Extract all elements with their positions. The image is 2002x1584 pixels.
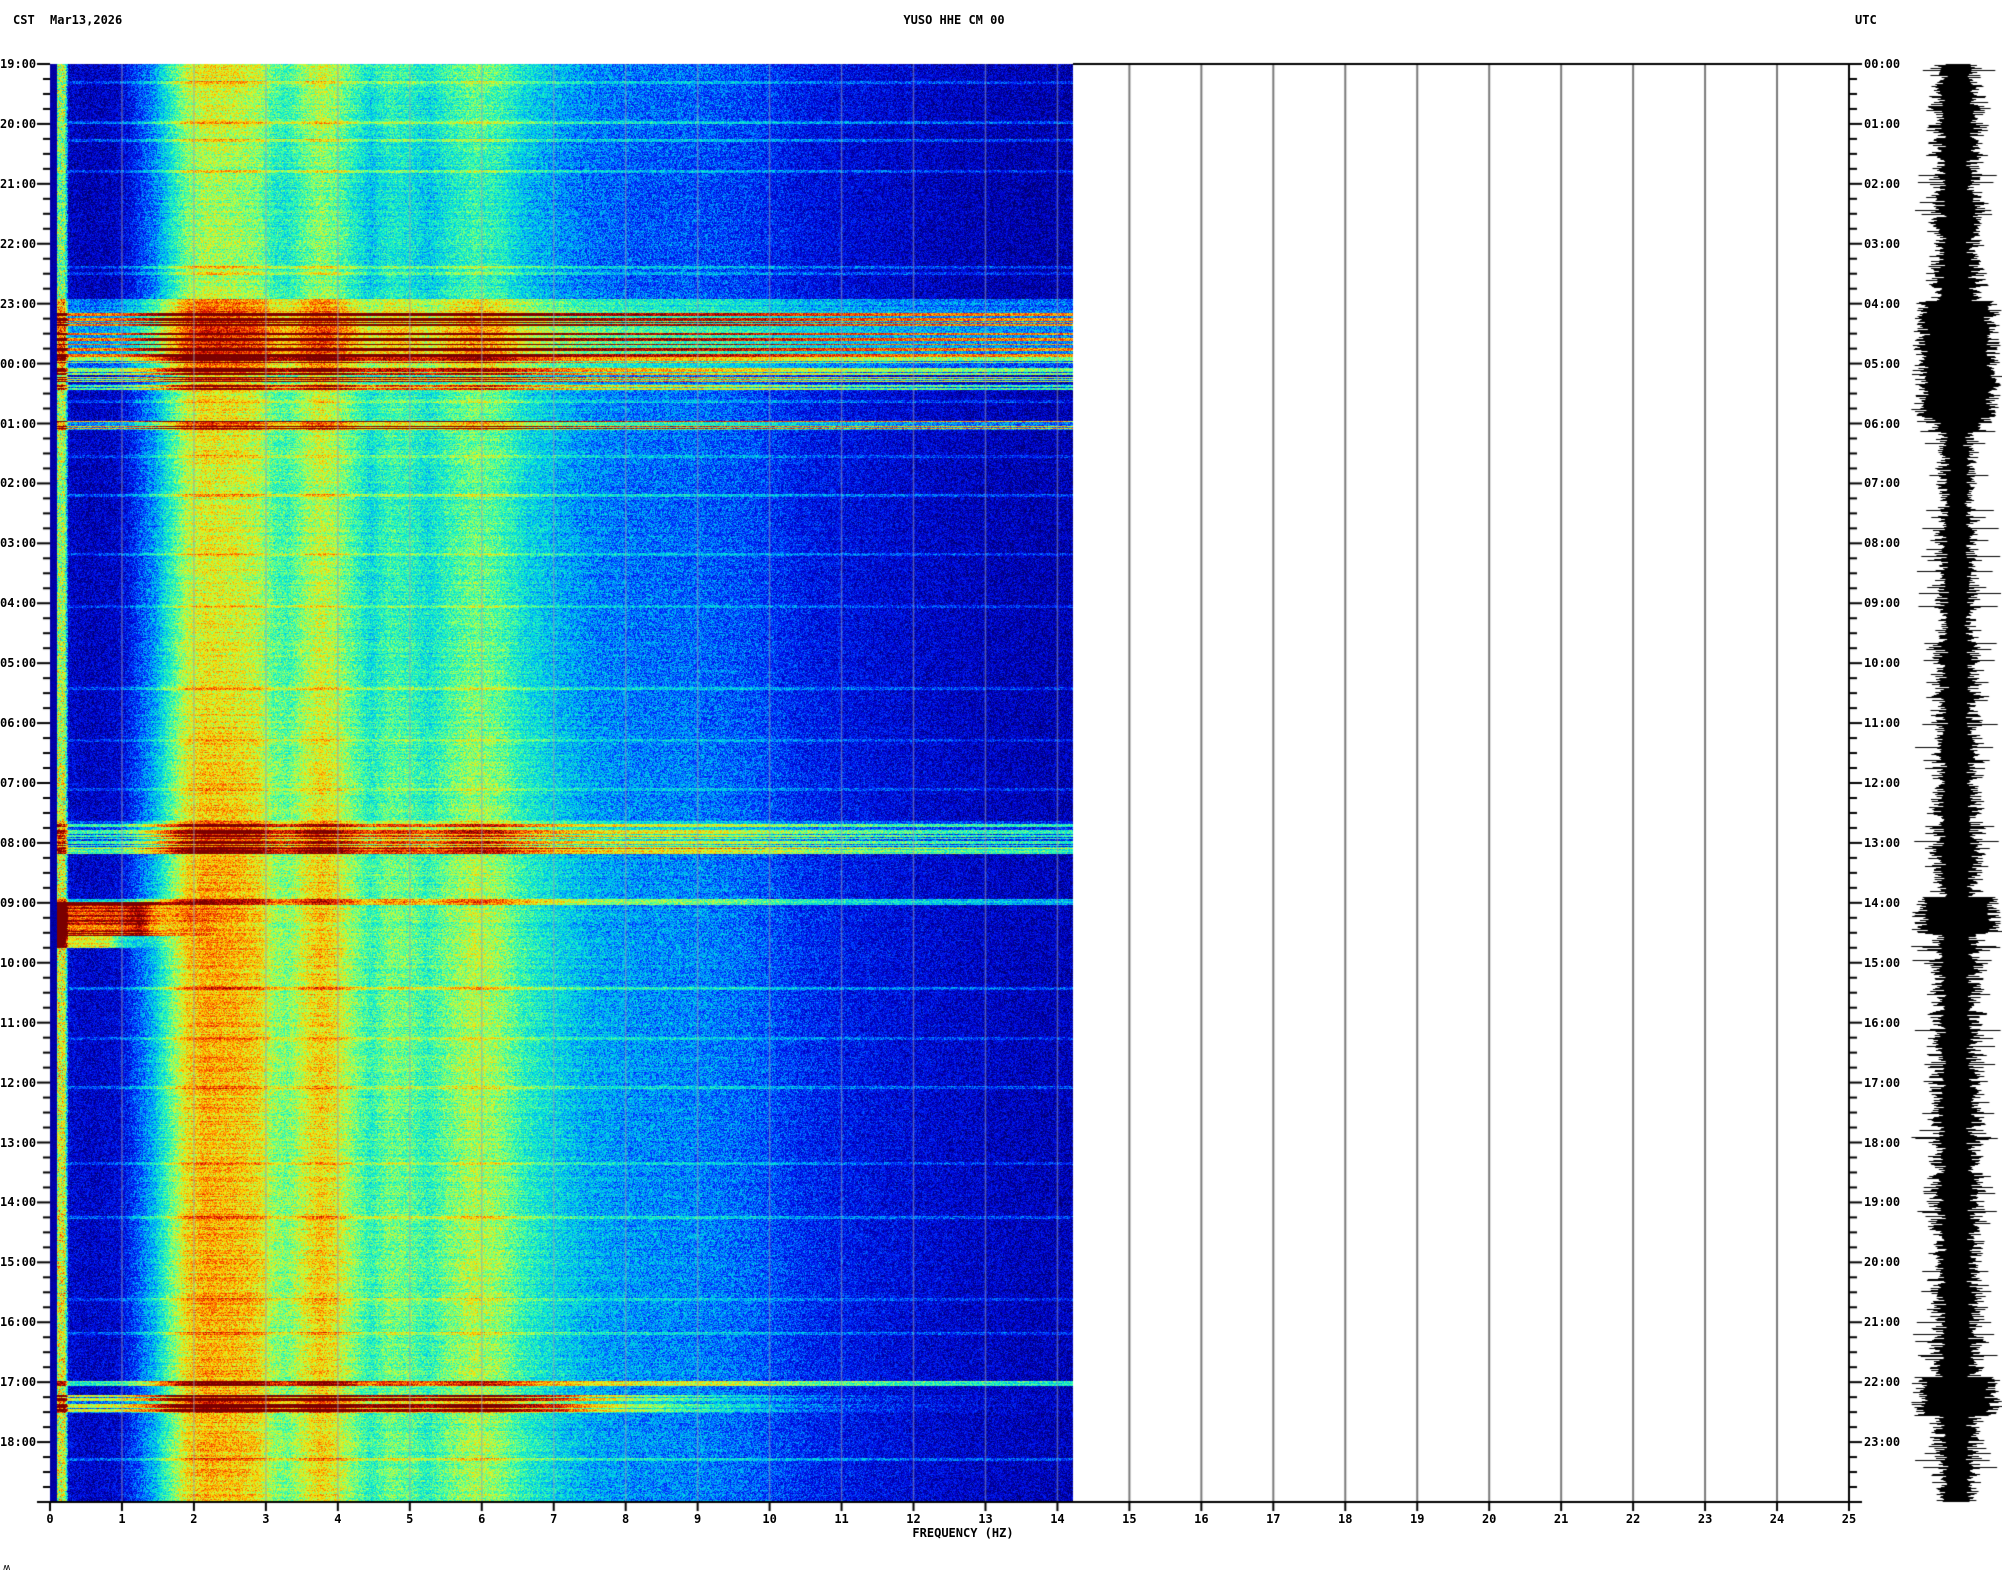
utc-time-label: 09:00 xyxy=(1864,596,1901,611)
cst-time-label: 16:00 xyxy=(0,1315,37,1330)
cst-time-label: 01:00 xyxy=(0,416,37,431)
utc-time-label: 03:00 xyxy=(1864,236,1901,251)
utc-time-label: 17:00 xyxy=(1864,1075,1901,1090)
cst-time-label: 12:00 xyxy=(0,1075,37,1090)
utc-time-label: 08:00 xyxy=(1864,536,1901,551)
utc-time-label: 16:00 xyxy=(1864,1015,1901,1030)
utc-time-label: 13:00 xyxy=(1864,835,1901,850)
utc-time-label: 11:00 xyxy=(1864,716,1901,731)
freq-tick-label: 16 xyxy=(1194,1512,1209,1526)
freq-tick-label: 18 xyxy=(1338,1512,1353,1526)
cst-time-label: 14:00 xyxy=(0,1195,37,1210)
cst-time-label: 07:00 xyxy=(0,776,37,790)
freq-tick-label: 23 xyxy=(1697,1512,1713,1526)
cst-time-label: 10:00 xyxy=(0,955,37,970)
cst-time-label: 05:00 xyxy=(0,656,37,671)
freq-tick-label: 10 xyxy=(762,1512,777,1526)
frequency-axis-title: FREQUENCY (HZ) xyxy=(912,1526,1014,1540)
freq-tick-label: 8 xyxy=(622,1512,630,1526)
freq-tick-label: 22 xyxy=(1625,1512,1641,1526)
utc-time-label: 23:00 xyxy=(1864,1435,1901,1450)
freq-tick-label: 20 xyxy=(1481,1512,1497,1526)
utc-time-label: 04:00 xyxy=(1864,296,1901,311)
freq-tick-label: 17 xyxy=(1266,1512,1281,1526)
utc-time-label: 12:00 xyxy=(1864,776,1901,790)
cst-time-label: 02:00 xyxy=(0,476,37,491)
cst-time-label: 06:00 xyxy=(0,716,37,731)
station-title: YUSO HHE CM 00 xyxy=(903,13,1005,27)
cst-time-label: 21:00 xyxy=(0,176,37,191)
utc-time-label: 14:00 xyxy=(1864,895,1901,910)
cst-time-label: 11:00 xyxy=(0,1015,37,1030)
freq-tick-label: 2 xyxy=(190,1512,198,1526)
freq-tick-label: 19 xyxy=(1410,1512,1425,1526)
cst-time-label: 18:00 xyxy=(0,1435,37,1450)
header-date: Mar13,2026 xyxy=(50,13,123,27)
freq-tick-label: 0 xyxy=(46,1512,54,1526)
freq-tick-label: 5 xyxy=(406,1512,414,1526)
utc-time-label: 07:00 xyxy=(1864,476,1901,491)
cst-time-label: 22:00 xyxy=(0,236,37,251)
utc-time-label: 22:00 xyxy=(1864,1375,1901,1390)
freq-tick-label: 3 xyxy=(262,1512,270,1526)
freq-tick-label: 7 xyxy=(550,1512,558,1526)
freq-tick-label: 21 xyxy=(1553,1512,1569,1526)
freq-tick-label: 6 xyxy=(478,1512,486,1526)
utc-time-label: 15:00 xyxy=(1864,955,1901,970)
cst-time-label: 19:00 xyxy=(0,57,37,71)
utc-time-label: 10:00 xyxy=(1864,656,1901,671)
utc-time-label: 06:00 xyxy=(1864,416,1901,431)
cst-time-label: 09:00 xyxy=(0,895,37,910)
utc-time-label: 05:00 xyxy=(1864,356,1901,371)
header-timezone-right: UTC xyxy=(1855,13,1877,27)
cst-time-label: 04:00 xyxy=(0,596,37,611)
freq-tick-label: 12 xyxy=(906,1512,921,1526)
utc-time-label: 02:00 xyxy=(1864,176,1901,191)
utc-time-label: 01:00 xyxy=(1864,116,1901,131)
freq-tick-label: 1 xyxy=(118,1512,126,1526)
freq-tick-label: 14 xyxy=(1050,1512,1065,1526)
cst-time-label: 23:00 xyxy=(0,296,37,311)
freq-tick-label: 15 xyxy=(1122,1512,1137,1526)
cst-time-label: 17:00 xyxy=(0,1375,37,1390)
cst-time-label: 00:00 xyxy=(0,356,37,371)
cst-time-label: 15:00 xyxy=(0,1255,37,1270)
cst-time-label: 13:00 xyxy=(0,1135,37,1150)
utc-time-label: 00:00 xyxy=(1864,57,1901,71)
utc-time-label: 21:00 xyxy=(1864,1315,1901,1330)
freq-tick-label: 11 xyxy=(834,1512,849,1526)
utc-time-label: 19:00 xyxy=(1864,1195,1901,1210)
freq-tick-label: 4 xyxy=(334,1512,342,1526)
freq-tick-label: 13 xyxy=(978,1512,993,1526)
freq-tick-label: 9 xyxy=(694,1512,702,1526)
corner-mark: ʍ xyxy=(3,1563,11,1573)
cst-time-label: 08:00 xyxy=(0,835,37,850)
cst-time-label: 03:00 xyxy=(0,536,37,551)
utc-time-label: 18:00 xyxy=(1864,1135,1901,1150)
utc-time-label: 20:00 xyxy=(1864,1255,1901,1270)
freq-tick-label: 25 xyxy=(1841,1512,1857,1526)
cst-time-label: 20:00 xyxy=(0,116,37,131)
freq-tick-label: 24 xyxy=(1769,1512,1785,1526)
header-timezone-left: CST xyxy=(13,13,35,27)
